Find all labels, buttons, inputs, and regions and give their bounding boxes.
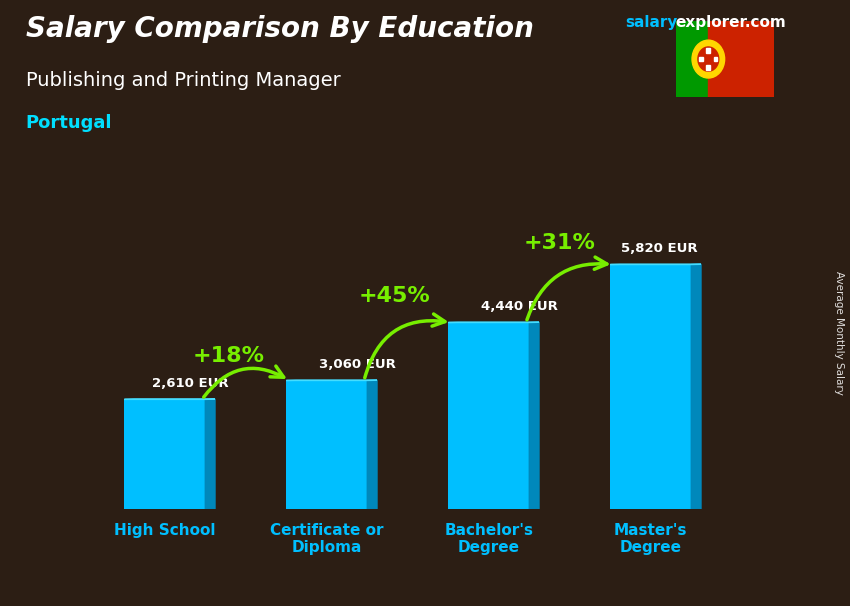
Circle shape	[698, 47, 719, 72]
Text: +45%: +45%	[359, 285, 431, 305]
Bar	[706, 48, 711, 53]
Bar	[700, 57, 703, 61]
Text: Portugal: Portugal	[26, 114, 112, 132]
Polygon shape	[367, 381, 377, 509]
FancyArrowPatch shape	[204, 366, 284, 397]
FancyArrowPatch shape	[365, 314, 445, 378]
Text: +18%: +18%	[192, 346, 264, 366]
Text: explorer.com: explorer.com	[676, 15, 786, 30]
Text: salary: salary	[625, 15, 677, 30]
Bar	[124, 399, 206, 509]
Text: Publishing and Printing Manager: Publishing and Printing Manager	[26, 71, 340, 90]
Bar	[713, 57, 717, 61]
Polygon shape	[530, 322, 539, 509]
Text: 5,820 EUR: 5,820 EUR	[620, 242, 697, 255]
Bar	[706, 65, 711, 70]
Text: 2,610 EUR: 2,610 EUR	[152, 377, 229, 390]
Bar	[676, 21, 708, 97]
Text: Average Monthly Salary: Average Monthly Salary	[834, 271, 844, 395]
Bar	[286, 381, 367, 509]
Text: Salary Comparison By Education: Salary Comparison By Education	[26, 15, 534, 43]
Bar	[610, 264, 691, 509]
FancyArrowPatch shape	[527, 257, 607, 320]
Circle shape	[692, 40, 724, 78]
Text: 3,060 EUR: 3,060 EUR	[319, 358, 395, 371]
Polygon shape	[206, 399, 215, 509]
Text: 4,440 EUR: 4,440 EUR	[481, 300, 558, 313]
Bar	[708, 21, 774, 97]
Text: +31%: +31%	[524, 233, 595, 253]
Bar	[448, 322, 530, 509]
Polygon shape	[691, 264, 701, 509]
